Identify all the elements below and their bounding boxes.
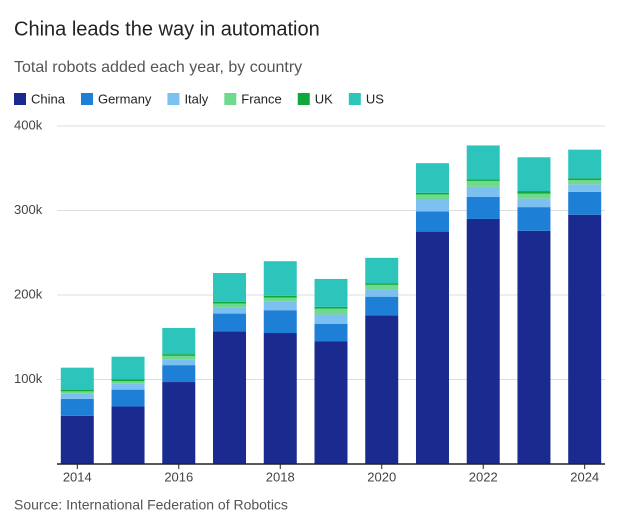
- legend-label: France: [241, 91, 281, 106]
- bar-segment: [314, 278, 348, 307]
- bar-segment: [365, 315, 399, 464]
- bar-segment: [60, 393, 94, 399]
- bar-segment: [60, 389, 94, 392]
- bar-segment: [162, 365, 196, 383]
- bar-segment: [517, 157, 551, 192]
- bar-segment: [162, 327, 196, 355]
- bar-segment: [568, 178, 602, 181]
- bar-segment: [263, 310, 297, 334]
- bar-segment: [60, 391, 94, 394]
- legend-label: China: [31, 91, 66, 106]
- bar-segment: [568, 214, 602, 464]
- x-tick-label: 2014: [63, 469, 92, 484]
- bar-segment: [314, 314, 348, 324]
- bar-segment: [111, 389, 145, 407]
- bar-segment: [60, 415, 94, 464]
- x-tick-label: 2022: [469, 469, 498, 484]
- legend-swatch: [348, 93, 361, 105]
- bar-segment: [365, 289, 399, 297]
- bar-segment: [213, 331, 247, 464]
- bar-segment: [314, 341, 348, 464]
- bar-segment: [466, 180, 500, 187]
- bar-segment: [415, 231, 449, 464]
- x-tick-label: 2020: [367, 469, 396, 484]
- bar-segment: [314, 308, 348, 315]
- x-tick-label: 2018: [266, 469, 295, 484]
- bar-segment: [365, 296, 399, 316]
- source: Source: International Federation of Robo…: [14, 497, 288, 513]
- bar-segment: [263, 333, 297, 464]
- bar-segment: [111, 379, 145, 382]
- bar-segment: [568, 191, 602, 215]
- bar-segment: [263, 301, 297, 311]
- y-tick-label: 300k: [14, 202, 43, 217]
- legend-label: UK: [315, 91, 333, 106]
- bar-segment: [162, 355, 196, 360]
- bar-segment: [415, 163, 449, 193]
- x-tick-label: 2016: [164, 469, 193, 484]
- bar-segment: [213, 303, 247, 308]
- bar-segment: [415, 194, 449, 200]
- bar-segment: [568, 180, 602, 185]
- bar-segment: [415, 192, 449, 195]
- bar-segment: [111, 381, 145, 384]
- bar-segment: [466, 218, 500, 464]
- bar-segment: [162, 359, 196, 366]
- bar-segment: [415, 211, 449, 232]
- legend-swatch: [224, 93, 237, 105]
- x-tick-label: 2024: [570, 469, 599, 484]
- bar-segment: [213, 307, 247, 314]
- chart-title: China leads the way in automation: [14, 18, 320, 40]
- bar-segment: [60, 367, 94, 390]
- legend-swatch: [80, 93, 93, 105]
- bar-segment: [517, 191, 551, 194]
- legend-label: Italy: [184, 91, 208, 106]
- bar-segment: [162, 354, 196, 356]
- legend-swatch: [14, 93, 26, 105]
- y-tick-label: 400k: [14, 117, 43, 132]
- bar-segment: [263, 297, 297, 302]
- bar-segment: [517, 230, 551, 464]
- bar-segment: [517, 198, 551, 208]
- legend-swatch: [297, 93, 310, 105]
- bar-segment: [415, 199, 449, 212]
- bar-segment: [314, 306, 348, 309]
- y-tick-label: 200k: [14, 286, 43, 301]
- bar-segment: [111, 356, 145, 380]
- bar-segment: [213, 313, 247, 332]
- bar-segment: [568, 149, 602, 179]
- bar-segment: [314, 323, 348, 342]
- bar-segment: [263, 295, 297, 298]
- bar-segment: [60, 398, 94, 416]
- bar-segment: [568, 184, 602, 192]
- y-tick-label: 100k: [14, 371, 43, 386]
- bar-segment: [263, 261, 297, 296]
- bar-segment: [365, 283, 399, 285]
- bar-segment: [365, 257, 399, 284]
- legend-swatch: [167, 93, 180, 105]
- bar-segment: [111, 383, 145, 390]
- chart-subtitle: Total robots added each year, by country: [14, 59, 302, 76]
- bar-segment: [213, 273, 247, 302]
- bar-segment: [466, 196, 500, 219]
- bar-segment: [365, 284, 399, 290]
- bar-segment: [162, 382, 196, 464]
- bar-segment: [517, 207, 551, 231]
- legend-label: Germany: [98, 91, 152, 106]
- bar-segment: [111, 406, 145, 464]
- bar-segment: [517, 193, 551, 199]
- bar-segment: [213, 301, 247, 304]
- bar-segment: [466, 186, 500, 197]
- bar-segment: [466, 179, 500, 181]
- legend-label: US: [366, 91, 384, 106]
- bar-segment: [466, 145, 500, 180]
